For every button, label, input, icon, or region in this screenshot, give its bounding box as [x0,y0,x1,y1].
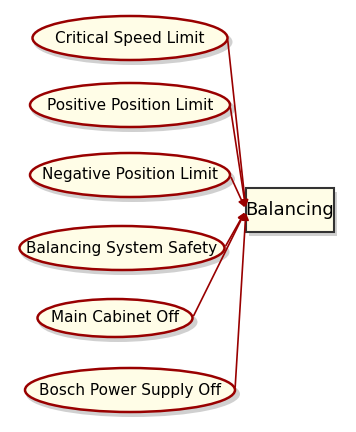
Ellipse shape [26,371,240,417]
Ellipse shape [37,299,193,337]
Ellipse shape [31,156,235,202]
Text: Negative Position Limit: Negative Position Limit [42,168,218,182]
Ellipse shape [33,19,232,65]
Text: Positive Position Limit: Positive Position Limit [47,98,213,112]
Ellipse shape [30,83,230,127]
Text: Bosch Power Supply Off: Bosch Power Supply Off [39,382,221,397]
Text: Critical Speed Limit: Critical Speed Limit [55,31,205,45]
Bar [246,188,334,232]
Text: Balancing: Balancing [246,201,334,219]
Text: Main Cabinet Off: Main Cabinet Off [51,311,179,325]
Ellipse shape [21,229,230,275]
Text: Balancing System Safety: Balancing System Safety [26,241,218,255]
Ellipse shape [32,16,227,60]
Ellipse shape [38,302,198,342]
Ellipse shape [25,368,235,412]
Ellipse shape [20,226,225,270]
Ellipse shape [31,86,235,132]
Bar [249,192,337,236]
Ellipse shape [30,153,230,197]
